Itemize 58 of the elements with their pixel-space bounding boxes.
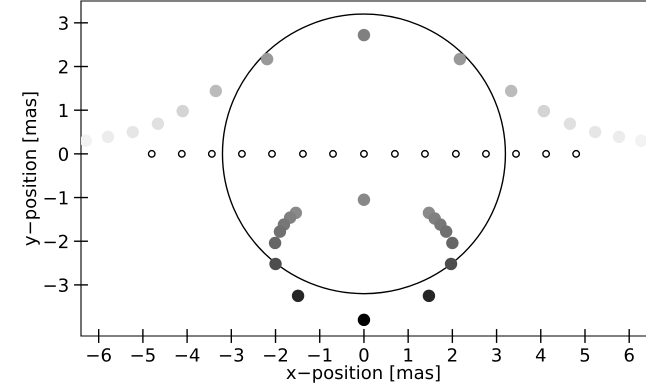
point — [588, 126, 602, 138]
x-tick-label: 1 — [404, 348, 412, 362]
point — [454, 52, 466, 66]
x-tick-label: −5 — [131, 348, 155, 362]
x-tick-label: 4 — [536, 348, 546, 362]
point — [564, 118, 576, 130]
point — [422, 290, 436, 302]
y-tick-label: 2 — [59, 60, 68, 74]
x-tick-label: −6 — [87, 348, 111, 362]
point — [358, 28, 370, 42]
point — [152, 118, 164, 130]
point — [452, 150, 460, 158]
point — [440, 225, 452, 238]
point — [210, 84, 222, 98]
point — [329, 150, 337, 158]
point — [81, 134, 92, 147]
x-tick-label: −3 — [220, 348, 244, 362]
point — [446, 236, 459, 250]
point — [538, 104, 550, 118]
point — [126, 126, 139, 138]
x-tick-label: −2 — [264, 348, 288, 362]
point — [512, 150, 520, 158]
point — [482, 150, 490, 158]
y-tick-label: 1 — [60, 104, 68, 118]
point — [274, 225, 286, 238]
x-tick-label: −1 — [308, 348, 332, 362]
x-tick-label: 2 — [448, 348, 456, 362]
x-axis-title: x−position [mas] — [286, 365, 440, 383]
x-tick-label: −4 — [176, 348, 200, 362]
y-tick-label: −1 — [44, 191, 68, 204]
x-tick-label: 3 — [492, 348, 501, 362]
point — [268, 150, 276, 158]
point — [260, 52, 274, 66]
point — [208, 150, 216, 158]
y-tick-label: 0 — [58, 147, 68, 161]
point — [238, 150, 246, 158]
x-tick-label: 6 — [624, 348, 634, 362]
point — [269, 258, 282, 270]
y-axis-title: y−position [mas] — [22, 92, 40, 246]
point — [358, 314, 370, 326]
point — [298, 150, 307, 158]
point — [268, 236, 282, 250]
y-tick-label: −2 — [44, 234, 68, 248]
y-tick-label: 3 — [59, 16, 68, 30]
point — [358, 194, 370, 206]
point — [148, 150, 156, 158]
point — [572, 150, 580, 158]
y-tick-label: −3 — [44, 278, 68, 292]
point — [292, 290, 304, 302]
point — [421, 150, 429, 158]
x-tick-label: 5 — [580, 348, 590, 362]
point — [444, 258, 458, 270]
x-tick-label: 0 — [359, 348, 368, 362]
point — [390, 150, 399, 158]
point — [178, 150, 186, 158]
point — [504, 84, 518, 98]
point — [542, 150, 550, 158]
point — [176, 104, 189, 118]
